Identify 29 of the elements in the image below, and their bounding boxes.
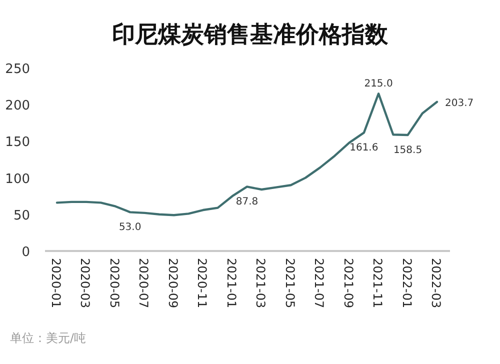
- y-tick-label: 100: [5, 172, 30, 187]
- data-label: 87.8: [236, 196, 258, 208]
- x-tick-label: 2020-01: [49, 258, 63, 308]
- data-label: 203.7: [445, 98, 474, 109]
- y-tick-label: 50: [13, 208, 30, 224]
- x-tick-label: 2020-05: [107, 258, 122, 308]
- x-tick-label: 2020-09: [166, 258, 180, 308]
- x-tick-label: 2020-11: [195, 258, 210, 308]
- x-tick-label: 2021-09: [341, 258, 356, 308]
- data-label: 215.0: [364, 78, 393, 90]
- x-tick-label: 2022-03: [429, 258, 443, 308]
- x-tick-label: 2021-03: [254, 258, 268, 308]
- y-tick-label: 200: [5, 98, 30, 114]
- y-tick-label: 0: [22, 245, 30, 260]
- x-tick-label: 2020-03: [78, 258, 92, 308]
- x-tick-label: 2021-01: [224, 258, 238, 308]
- data-label: 53.0: [118, 222, 142, 234]
- x-tick-label: 2021-11: [370, 258, 385, 308]
- chart-title: 印尼煤炭销售基准价格指数: [112, 22, 389, 48]
- text: 单位：美元/吨: [10, 331, 86, 345]
- y-tick-label: 150: [5, 135, 30, 150]
- data-label: 158.5: [393, 144, 422, 156]
- y-tick-label: 250: [5, 62, 30, 77]
- x-tick-label: 2020-07: [136, 258, 151, 308]
- x-tick-label: 2021-07: [312, 258, 326, 308]
- x-tick-label: 2021-05: [282, 258, 297, 308]
- x-tick-label: 2022-01: [400, 258, 414, 308]
- data-label: 161.6: [350, 142, 378, 154]
- line-series: [56, 92, 438, 216]
